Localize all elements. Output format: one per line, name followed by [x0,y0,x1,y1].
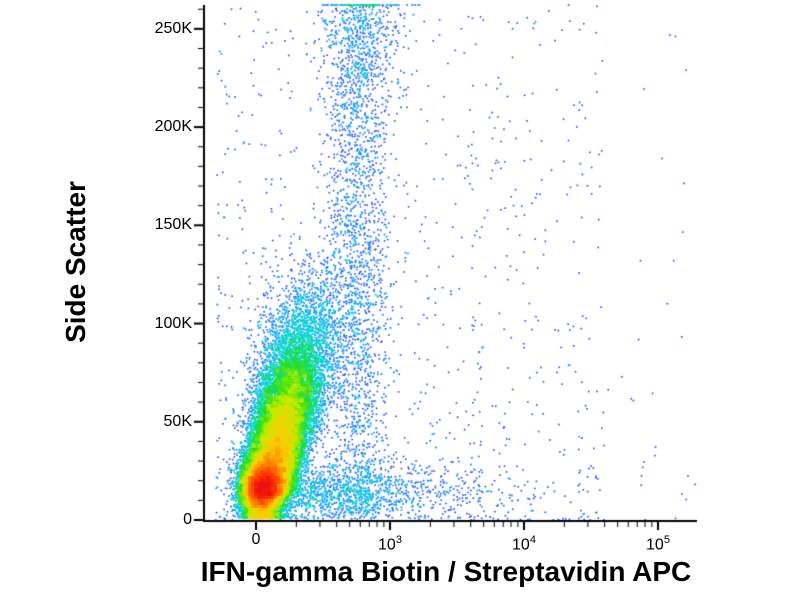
y-tick-label: 50K [163,412,192,430]
x-tick-label: 105 [646,534,670,554]
y-tick-label: 0 [183,511,192,528]
y-tick-label: 250K [154,19,192,37]
x-tick-label: 0 [251,531,261,548]
x-tick-label: 103 [378,534,402,554]
y-tick-label: 200K [154,118,192,136]
x-tick-label: 104 [512,534,536,554]
y-axis-title: Side Scatter [60,181,91,343]
y-tick-label: 100K [154,314,192,332]
y-tick-label: 150K [154,216,192,234]
x-axis-title: IFN-gamma Biotin / Streptavidin APC [200,556,692,587]
